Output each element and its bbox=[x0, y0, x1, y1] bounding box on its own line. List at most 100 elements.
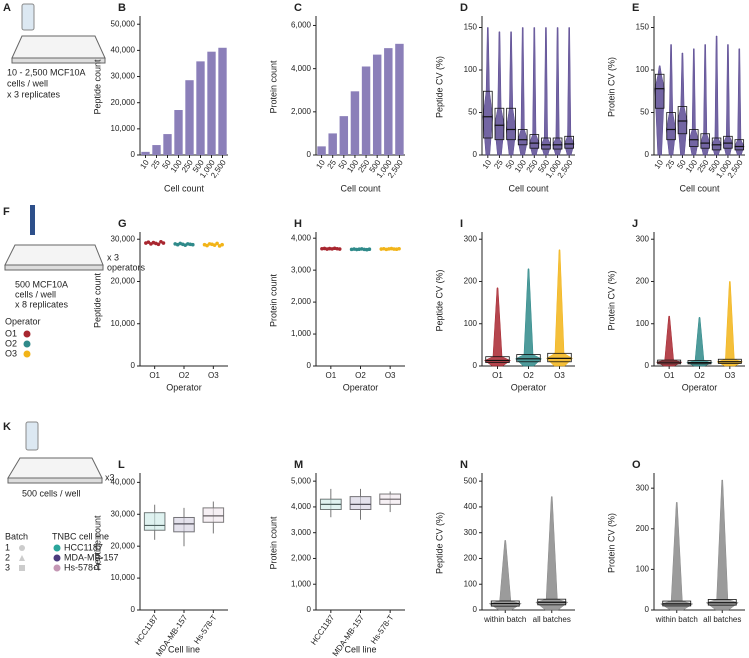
legend-swatch bbox=[23, 330, 31, 338]
x-tick-label: O1 bbox=[149, 371, 160, 380]
x-axis-label: Cell count bbox=[164, 183, 205, 193]
chart: J Protein CV (%) Operator 0 100 200 300 O1 O2 O3 bbox=[606, 218, 745, 392]
x-tick-label: O2 bbox=[355, 371, 366, 380]
box bbox=[482, 90, 493, 139]
bar bbox=[141, 151, 150, 155]
pipette bbox=[30, 205, 35, 235]
y-tick-label: 100 bbox=[464, 65, 478, 74]
y-tick-label: 5,000 bbox=[291, 476, 312, 485]
legend-label: O3 bbox=[5, 348, 17, 358]
violin bbox=[517, 27, 528, 156]
x-axis-label: Cell line bbox=[344, 644, 376, 654]
violin bbox=[666, 44, 677, 156]
y-tick-label: 0 bbox=[307, 150, 312, 159]
y-axis-label: Peptide CV (%) bbox=[434, 56, 444, 118]
schematic-a: A 10 - 2,500 MCF10A cells / well x 3 rep… bbox=[3, 2, 106, 99]
box bbox=[677, 106, 688, 135]
y-tick-label: 2,000 bbox=[291, 297, 312, 306]
x-tick-label: 10 bbox=[481, 158, 494, 171]
violin bbox=[494, 31, 505, 156]
schematic-text: x 3 replicates bbox=[7, 89, 61, 99]
y-tick-label: 500 bbox=[464, 476, 478, 485]
y-tick-label: 300 bbox=[636, 483, 650, 492]
violin bbox=[529, 27, 540, 156]
y-tick-label: 10,000 bbox=[111, 319, 136, 328]
x-axis-label: Operator bbox=[166, 382, 202, 392]
y-tick-label: 10,000 bbox=[111, 573, 136, 582]
violin bbox=[483, 287, 512, 367]
x-tick-label: O1 bbox=[492, 371, 503, 380]
schematic-text: x 8 replicates bbox=[15, 299, 69, 309]
y-tick-label: 0 bbox=[645, 150, 650, 159]
y-tick-label: 300 bbox=[464, 234, 478, 243]
y-tick-label: 4,000 bbox=[291, 233, 312, 242]
x-tick-label: O3 bbox=[724, 371, 735, 380]
box-accent bbox=[320, 499, 342, 510]
legend-title: Batch bbox=[5, 531, 28, 541]
y-tick-label: 1,000 bbox=[291, 579, 312, 588]
x-tick-label: HCC1187 bbox=[133, 613, 160, 647]
legend-label: O1 bbox=[5, 328, 17, 338]
panel-letter: H bbox=[294, 218, 302, 230]
plate bbox=[7, 457, 103, 479]
plate-edge bbox=[11, 57, 106, 64]
panel-letter: L bbox=[118, 459, 125, 471]
violin bbox=[734, 48, 745, 156]
batch-symbol bbox=[19, 545, 25, 551]
y-tick-label: 0 bbox=[645, 361, 650, 370]
point bbox=[161, 241, 166, 245]
plate-edge bbox=[7, 477, 103, 484]
violin bbox=[705, 479, 739, 611]
box bbox=[516, 354, 541, 363]
plate bbox=[11, 35, 106, 59]
box bbox=[689, 129, 699, 147]
legend-label: O2 bbox=[5, 338, 17, 348]
violin bbox=[688, 48, 699, 156]
bar bbox=[152, 145, 161, 155]
y-tick-label: 0 bbox=[131, 361, 136, 370]
y-axis-label: Peptide CV (%) bbox=[434, 269, 444, 331]
panel-letter: C bbox=[294, 2, 302, 14]
point bbox=[220, 242, 224, 247]
schematic-text: x 3 bbox=[107, 252, 119, 262]
violin bbox=[515, 268, 542, 367]
y-axis-label: Peptide CV (%) bbox=[434, 512, 444, 574]
bar bbox=[395, 43, 404, 156]
x-tick-label: within batch bbox=[483, 615, 526, 624]
x-tick-label: 25 bbox=[664, 158, 677, 171]
point bbox=[191, 242, 195, 247]
violin bbox=[488, 540, 522, 611]
y-tick-label: 0 bbox=[131, 605, 136, 614]
legend-label: 2 bbox=[5, 552, 10, 562]
bar bbox=[350, 91, 360, 155]
y-tick-label: 50,000 bbox=[111, 19, 136, 28]
box bbox=[734, 139, 745, 151]
chart: I Peptide CV (%) Operator 0 100 200 300 O1 O2 O3 bbox=[434, 218, 575, 392]
y-tick-label: 3,000 bbox=[291, 528, 312, 537]
batch-symbol bbox=[19, 555, 25, 561]
x-tick-label: O3 bbox=[554, 371, 565, 380]
box bbox=[349, 496, 372, 511]
legend-swatch bbox=[53, 554, 61, 562]
batch-symbol bbox=[19, 565, 25, 571]
bar bbox=[218, 47, 227, 156]
y-tick-label: 150 bbox=[464, 23, 478, 32]
x-axis-label: Cell line bbox=[168, 644, 200, 654]
x-tick-label: O1 bbox=[664, 371, 675, 380]
point bbox=[337, 247, 342, 251]
bar bbox=[185, 80, 194, 155]
x-tick-label: Hs-578-T bbox=[192, 613, 219, 646]
legend-swatch bbox=[23, 350, 31, 358]
y-tick-label: 4,000 bbox=[291, 502, 312, 511]
violin bbox=[654, 65, 665, 156]
y-tick-label: 0 bbox=[645, 605, 650, 614]
legend-swatch bbox=[53, 564, 61, 572]
violin bbox=[711, 35, 722, 156]
point bbox=[367, 247, 372, 252]
bar bbox=[339, 116, 349, 155]
box bbox=[517, 129, 528, 146]
y-tick-label: 100 bbox=[636, 65, 650, 74]
